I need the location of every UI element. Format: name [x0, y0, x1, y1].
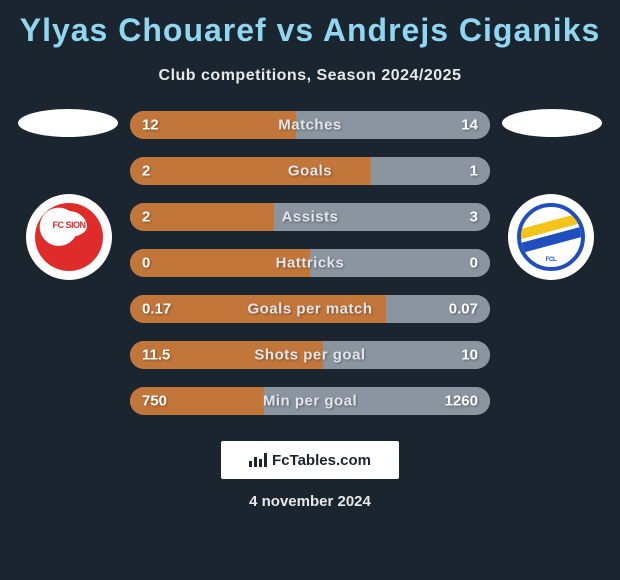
- comparison-panel: FC SION FCL Matches 12 14 Goals 2 1 Assists 2 3 H…: [0, 109, 620, 415]
- stat-value-left: 0.17: [142, 301, 171, 318]
- stat-value-right: 1260: [445, 393, 478, 410]
- fc-luzern-badge-icon: FCL: [517, 203, 585, 271]
- site-name: FcTables.com: [272, 452, 371, 469]
- stat-label: Hattricks: [276, 255, 345, 272]
- player-right-photo-placeholder: [502, 109, 602, 137]
- club-abbr-left: FC SION: [52, 220, 85, 230]
- stat-value-right: 0: [470, 255, 478, 272]
- club-abbr-right: FCL: [546, 257, 557, 263]
- bar-chart-icon: [249, 453, 267, 467]
- stat-row: Matches 12 14: [130, 111, 490, 139]
- stat-value-right: 0.07: [449, 301, 478, 318]
- stat-label: Goals: [288, 163, 332, 180]
- stat-value-left: 2: [142, 209, 150, 226]
- stat-bars: Matches 12 14 Goals 2 1 Assists 2 3 Hattricks 0 0 Go…: [130, 109, 490, 415]
- stat-value-left: 11.5: [142, 347, 170, 364]
- stat-bar-left-fill: [130, 157, 371, 185]
- fc-sion-badge-icon: FC SION: [35, 203, 103, 271]
- stat-value-right: 10: [461, 347, 478, 364]
- stat-label: Matches: [278, 117, 342, 134]
- site-badge: FcTables.com: [221, 441, 399, 479]
- stat-bar-left-fill: [130, 203, 274, 231]
- stat-value-left: 12: [142, 117, 159, 134]
- stat-row: Goals per match 0.17 0.07: [130, 295, 490, 323]
- stat-value-right: 14: [461, 117, 478, 134]
- stat-row: Goals 2 1: [130, 157, 490, 185]
- stat-value-left: 2: [142, 163, 150, 180]
- club-logo-left: FC SION: [26, 194, 112, 280]
- stat-row: Min per goal 750 1260: [130, 387, 490, 415]
- stat-value-right: 1: [470, 163, 478, 180]
- stat-label: Assists: [282, 209, 339, 226]
- stat-row: Hattricks 0 0: [130, 249, 490, 277]
- stat-value-left: 0: [142, 255, 150, 272]
- stat-row: Shots per goal 11.5 10: [130, 341, 490, 369]
- stat-label: Min per goal: [263, 393, 357, 410]
- stat-label: Goals per match: [247, 301, 372, 318]
- stat-label: Shots per goal: [254, 347, 365, 364]
- player-left-photo-placeholder: [18, 109, 118, 137]
- page-subtitle: Club competitions, Season 2024/2025: [0, 67, 620, 85]
- stat-value-right: 3: [470, 209, 478, 226]
- stat-value-left: 750: [142, 393, 167, 410]
- snapshot-date: 4 november 2024: [0, 493, 620, 510]
- page-title: Ylyas Chouaref vs Andrejs Ciganiks: [0, 0, 620, 49]
- club-logo-right: FCL: [508, 194, 594, 280]
- stat-row: Assists 2 3: [130, 203, 490, 231]
